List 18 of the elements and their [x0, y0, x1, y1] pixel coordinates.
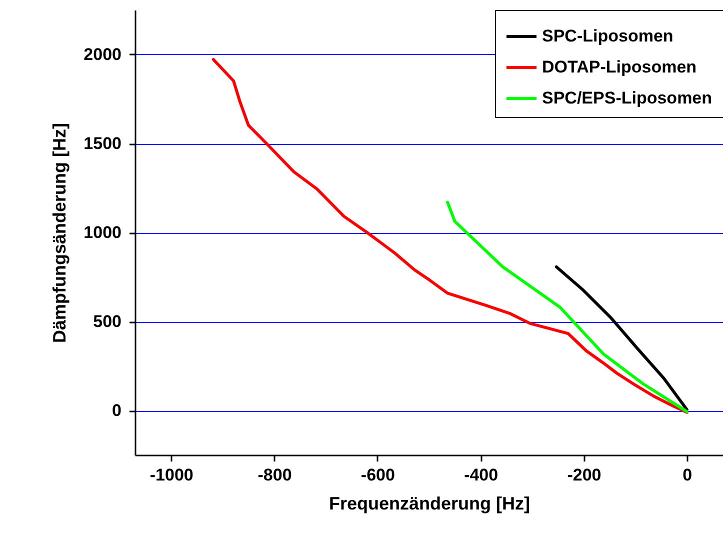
line-series	[446, 200, 688, 414]
y-tick-label: 2000	[84, 45, 122, 64]
x-tick-label: -1000	[150, 466, 194, 484]
x-tick-label: -600	[360, 466, 395, 484]
x-axis-title: Frequenzänderung [Hz]	[329, 494, 530, 514]
x-tick-label: -800	[258, 466, 292, 484]
x-tick-label: -400	[464, 466, 498, 484]
y-axis-title: Dämpfungsänderung [Hz]	[50, 123, 70, 343]
y-tick-label: 500	[93, 312, 122, 331]
legend-label: SPC/EPS-Liposomen	[542, 88, 712, 108]
y-tick-label: 1500	[84, 134, 122, 153]
legend-label: DOTAP-Liposomen	[542, 58, 697, 76]
x-tick-label: -200	[567, 466, 602, 484]
legend-label: SPC-Liposomen	[542, 26, 674, 46]
x-tick-label: 0	[682, 466, 692, 484]
y-tick-label: 0	[112, 401, 122, 420]
y-tick-label: 1000	[84, 223, 122, 242]
line-series	[554, 265, 688, 412]
